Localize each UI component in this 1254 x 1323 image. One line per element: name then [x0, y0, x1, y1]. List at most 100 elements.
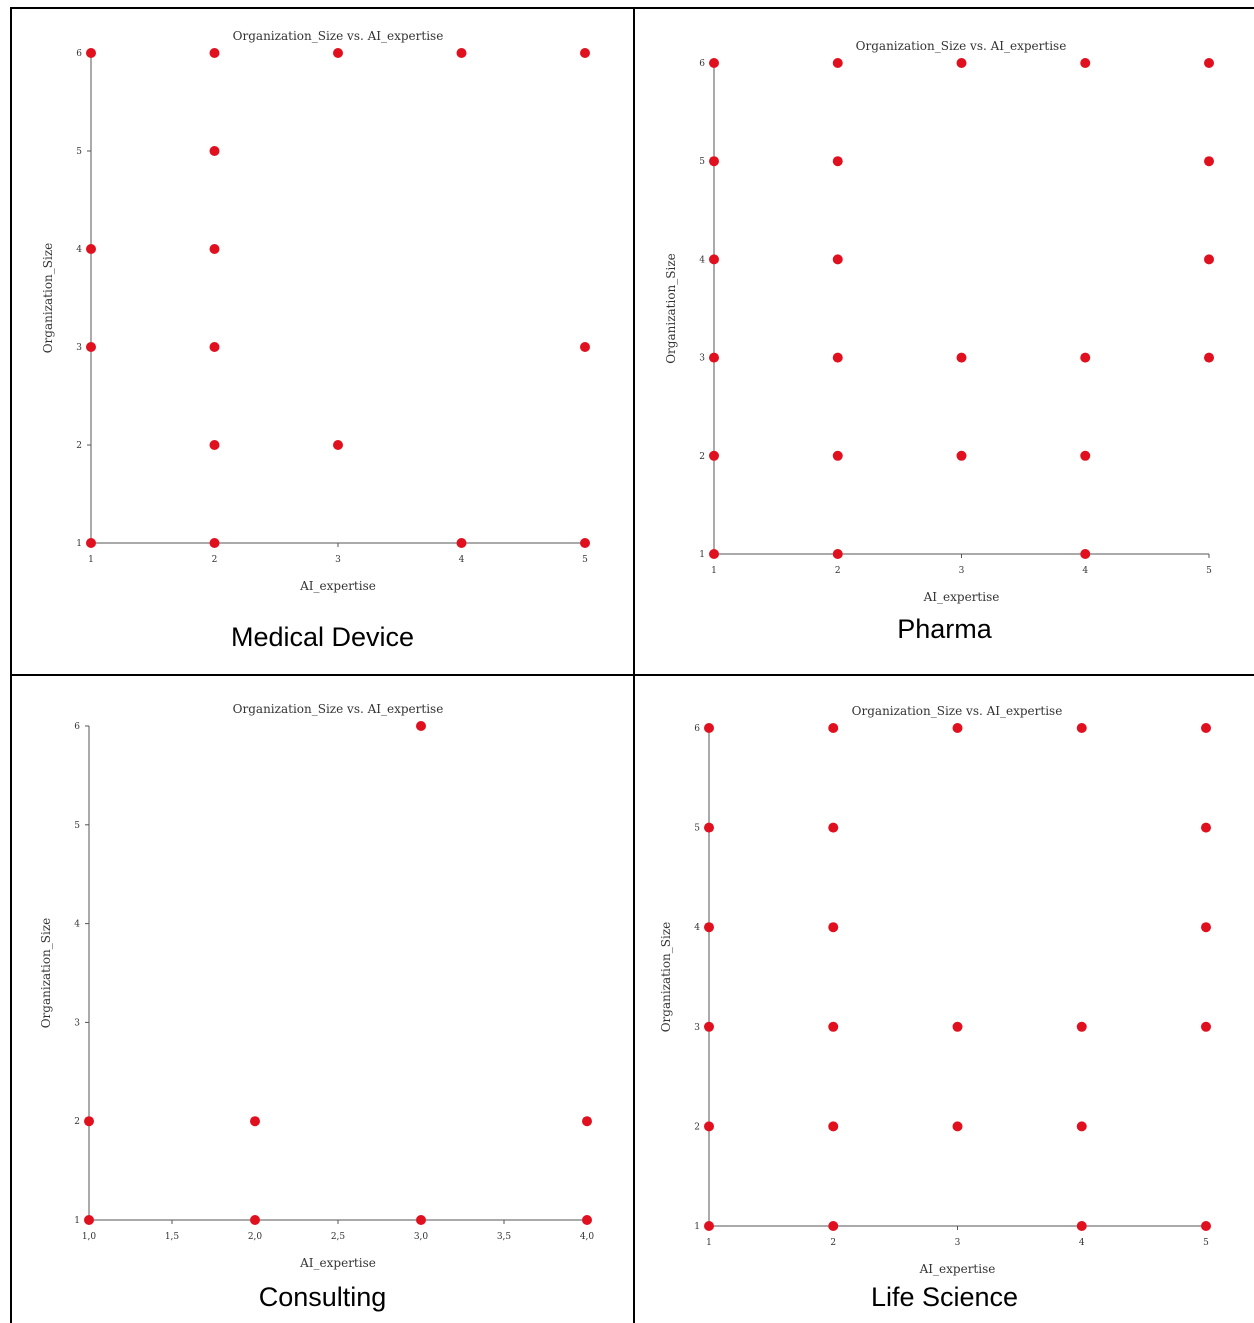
y-tick-label: 1 — [76, 539, 82, 549]
data-point — [1204, 58, 1214, 68]
data-point — [828, 922, 839, 933]
data-point — [832, 450, 843, 461]
scatter-plot: Organization_Size vs. AI_expertise 1 2 3 4 5 6… — [659, 704, 1211, 1276]
panel-medical-device: Organization_Size vs. AI_expertise 1 2 3 4 5 6… — [12, 9, 633, 674]
scatter-plot: Organization_Size vs. AI_expertise 1 2 3 4 5 6… — [41, 29, 590, 593]
data-point — [1201, 922, 1211, 933]
data-point — [86, 48, 96, 58]
data-point — [209, 48, 220, 58]
data-point — [580, 48, 590, 58]
data-point — [709, 156, 719, 167]
data-point — [1204, 156, 1214, 167]
data-point — [209, 244, 220, 254]
x-tick-label: 4,0 — [580, 1232, 595, 1242]
y-tick-label: 2 — [699, 452, 705, 462]
data-point — [709, 58, 719, 68]
y-tick-label: 4 — [74, 920, 80, 930]
x-tick-label: 2,0 — [248, 1232, 263, 1242]
chart-title: Organization_Size vs. AI_expertise — [852, 704, 1063, 718]
x-tick-label: 1,5 — [165, 1232, 180, 1242]
data-point — [582, 1116, 592, 1127]
x-tick-label: 1 — [88, 555, 94, 565]
data-point — [956, 58, 967, 68]
panel-life-science: Organization_Size vs. AI_expertise 1 2 3 4 5 6… — [635, 676, 1254, 1323]
x-tick-label: 1 — [711, 566, 717, 576]
y-tick-label: 6 — [74, 722, 80, 732]
data-point — [580, 342, 590, 352]
data-point — [333, 48, 343, 58]
data-point — [84, 1215, 94, 1225]
x-tick-label: 3,0 — [414, 1232, 429, 1242]
data-point — [1201, 1221, 1211, 1231]
x-axis-label: AI_expertise — [923, 590, 1000, 604]
data-point — [828, 1021, 839, 1032]
data-point — [704, 1221, 714, 1231]
data-point — [333, 440, 343, 450]
y-axis-label: Organization_Size — [39, 918, 53, 1029]
x-tick-label: 2 — [835, 566, 841, 576]
panel-caption: Pharma — [897, 614, 992, 644]
data-point — [1076, 1121, 1087, 1132]
data-point — [582, 1215, 592, 1225]
data-point — [828, 723, 839, 733]
panel-caption: Medical Device — [230, 622, 415, 652]
x-tick-label: 2,5 — [331, 1232, 346, 1242]
chart-title: Organization_Size vs. AI_expertise — [233, 29, 444, 43]
data-point — [209, 538, 220, 548]
y-tick-label: 5 — [74, 821, 80, 831]
y-tick-label: 6 — [76, 49, 82, 59]
y-tick-label: 6 — [699, 59, 705, 69]
data-point — [209, 146, 220, 156]
x-tick-label: 3 — [335, 555, 341, 565]
x-tick-label: 3 — [955, 1238, 961, 1248]
scatter-plot: Organization_Size vs. AI_expertise 1 2 3 4 5 6… — [39, 702, 595, 1270]
y-tick-label: 2 — [76, 441, 82, 451]
data-point — [86, 342, 96, 352]
data-point — [956, 352, 967, 363]
x-tick-label: 2 — [212, 555, 218, 565]
data-point — [1204, 254, 1214, 265]
data-point — [832, 352, 843, 363]
data-point — [952, 723, 963, 733]
data-point — [709, 450, 719, 461]
y-tick-label: 5 — [694, 824, 700, 834]
x-axis-label: AI_expertise — [919, 1262, 996, 1276]
panel-caption: Consulting — [258, 1282, 387, 1312]
data-point — [704, 723, 714, 733]
y-tick-label: 1 — [74, 1216, 80, 1226]
data-point — [209, 342, 220, 352]
data-point — [456, 538, 467, 548]
data-point — [250, 1215, 260, 1225]
data-point — [250, 1116, 260, 1127]
data-point — [1076, 1221, 1087, 1231]
data-point — [704, 922, 714, 933]
x-tick-label: 3 — [959, 566, 965, 576]
data-point — [828, 1221, 839, 1231]
y-tick-label: 2 — [74, 1117, 80, 1127]
scatter-plot: Organization_Size vs. AI_expertise 1 2 3 4 5 6… — [664, 39, 1214, 604]
y-tick-label: 3 — [76, 343, 82, 353]
y-tick-label: 3 — [74, 1018, 80, 1028]
chart-title: Organization_Size vs. AI_expertise — [233, 702, 444, 716]
data-point — [952, 1121, 963, 1132]
data-point — [1201, 723, 1211, 733]
data-point — [709, 254, 719, 265]
x-tick-label: 4 — [459, 555, 465, 565]
x-tick-label: 5 — [1206, 566, 1212, 576]
data-point — [456, 48, 467, 58]
x-tick-label: 4 — [1082, 566, 1088, 576]
data-point — [84, 1116, 94, 1127]
data-point — [1076, 1021, 1087, 1032]
y-tick-label: 6 — [694, 724, 700, 734]
x-axis-label: AI_expertise — [299, 579, 376, 593]
y-axis-label: Organization_Size — [664, 253, 678, 364]
y-tick-label: 1 — [694, 1222, 700, 1232]
data-point — [704, 1021, 714, 1032]
y-tick-label: 4 — [694, 923, 700, 933]
data-point — [832, 254, 843, 265]
data-point — [828, 822, 839, 833]
data-point — [86, 244, 96, 254]
data-point — [416, 721, 426, 731]
